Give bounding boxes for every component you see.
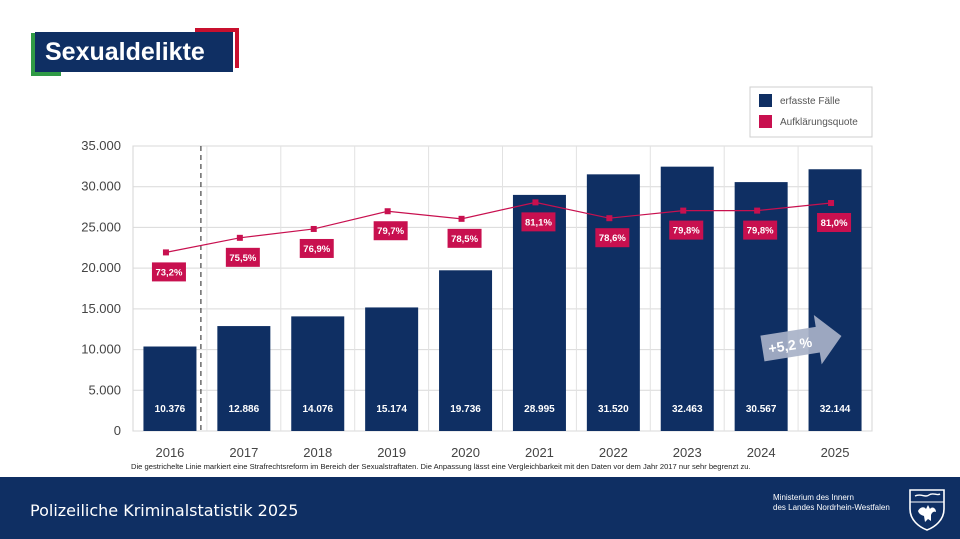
change-annotation: +5,2 % — [760, 315, 842, 365]
bar — [808, 169, 862, 432]
quote-point — [458, 215, 465, 222]
y-tick-label: 10.000 — [81, 342, 121, 357]
y-tick-label: 20.000 — [81, 260, 121, 275]
quote-label-group: 81,1% — [521, 212, 556, 232]
chart: 0 5.000 10.000 15.000 20.000 25.000 30.000 35.0… — [81, 86, 873, 460]
legend: erfasste Fälle Aufklärungsquote — [749, 86, 873, 138]
quote-point — [384, 208, 391, 215]
bar-value-label: 32.144 — [820, 404, 851, 415]
x-tick-label: 2022 — [599, 445, 628, 460]
quote-point — [828, 200, 835, 206]
quote-line — [165, 201, 832, 253]
quote-point — [754, 207, 761, 214]
legend-label-quote: Aufklärungsquote — [780, 117, 858, 128]
quote-point — [532, 199, 539, 206]
quote-point — [162, 249, 169, 256]
x-tick-label: 2016 — [155, 445, 184, 460]
legend-swatch-bar — [759, 94, 772, 107]
bar — [660, 166, 714, 431]
quote-label-box — [521, 212, 556, 232]
quote-label-group: 78,5% — [447, 228, 482, 248]
quote-point — [236, 234, 243, 241]
quote-point — [680, 207, 687, 214]
y-tick-label: 30.000 — [81, 179, 121, 194]
quote-label-group: 81,0% — [817, 213, 852, 232]
legend-label-cases: erfasste Fälle — [780, 96, 840, 107]
bar-value-label: 31.520 — [598, 404, 629, 415]
quote-value-label: 73,2% — [155, 267, 182, 278]
quote-value-label: 81,0% — [821, 218, 848, 229]
title-red-accent — [195, 28, 239, 68]
y-tick-label: 0 — [114, 423, 121, 438]
quote-label-box — [151, 262, 186, 282]
y-tick-label: 35.000 — [81, 138, 121, 153]
quote-value-label: 75,5% — [229, 253, 256, 264]
legend-swatch-line — [759, 115, 772, 128]
quote-label-box — [669, 220, 704, 240]
ministry-line-2: des Landes Nordrhein-Westfalen — [773, 503, 890, 512]
quote-label-box — [743, 220, 778, 240]
bar — [365, 307, 419, 431]
quote-label-group: 79,8% — [743, 220, 778, 240]
quote-value-label: 81,1% — [525, 217, 552, 228]
bar — [217, 326, 271, 431]
bar-value-label: 15.174 — [376, 404, 407, 415]
quote-value-label: 79,7% — [377, 226, 404, 237]
bar-value-label: 32.463 — [672, 404, 703, 415]
bar-value-label: 12.886 — [229, 404, 260, 415]
bar — [586, 174, 640, 431]
quote-value-label: 79,8% — [673, 226, 700, 237]
ministry-name: Ministerium des Innern des Landes Nordrh… — [773, 493, 903, 513]
quote-value-label: 78,5% — [451, 234, 478, 245]
bar — [143, 346, 197, 431]
quote-point — [606, 215, 613, 222]
quote-label-box — [447, 228, 482, 248]
bar-value-label: 10.376 — [155, 404, 186, 415]
quote-label-group: 79,7% — [373, 221, 408, 241]
bar — [291, 316, 345, 431]
quote-label-group: 75,5% — [225, 247, 260, 267]
x-tick-label: 2019 — [377, 445, 406, 460]
x-tick-label: 2018 — [303, 445, 332, 460]
quote-value-label: 79,8% — [747, 226, 774, 237]
page-title: Sexualdelikte — [35, 32, 233, 72]
footer-bar: Polizeiliche Kriminalstatistik 2025 Mini… — [0, 477, 960, 539]
nrw-crest-icon — [909, 489, 945, 531]
bar — [734, 182, 788, 431]
footer-title: Polizeiliche Kriminalstatistik 2025 — [30, 501, 299, 520]
ministry-line-1: Ministerium des Innern — [773, 493, 854, 502]
quote-label-box — [373, 221, 408, 241]
bar — [439, 270, 493, 431]
y-tick-label: 5.000 — [88, 382, 121, 397]
change-arrow-icon — [760, 315, 842, 365]
x-tick-label: 2017 — [229, 445, 258, 460]
quote-label-group: 79,8% — [669, 220, 704, 240]
bar-value-label: 28.995 — [524, 404, 555, 415]
quote-value-label: 78,6% — [599, 233, 626, 244]
bar-value-label: 30.567 — [746, 404, 777, 415]
x-tick-label: 2023 — [673, 445, 702, 460]
x-tick-label: 2024 — [747, 445, 776, 460]
quote-label-group: 73,2% — [151, 262, 186, 282]
x-tick-label: 2021 — [525, 445, 554, 460]
quote-point — [310, 225, 317, 232]
quote-label-group: 78,6% — [595, 228, 630, 248]
y-tick-label: 15.000 — [81, 301, 121, 316]
footnote: Die gestrichelte Linie markiert eine Str… — [131, 462, 751, 471]
bar-value-label: 14.076 — [302, 404, 333, 415]
change-annotation-label: +5,2 % — [767, 334, 813, 357]
quote-label-box — [299, 238, 334, 258]
y-tick-label: 25.000 — [81, 219, 121, 234]
quote-label-box — [817, 213, 852, 232]
quote-label-box — [225, 247, 260, 267]
bar-value-label: 19.736 — [450, 404, 481, 415]
quote-value-label: 76,9% — [303, 244, 330, 255]
quote-label-box — [595, 228, 630, 248]
title-green-accent-base — [31, 72, 61, 76]
quote-label-group: 76,9% — [299, 238, 334, 258]
x-tick-label: 2020 — [451, 445, 480, 460]
bar — [512, 194, 566, 431]
x-tick-label: 2025 — [821, 445, 850, 460]
title-badge: Sexualdelikte — [31, 28, 239, 76]
